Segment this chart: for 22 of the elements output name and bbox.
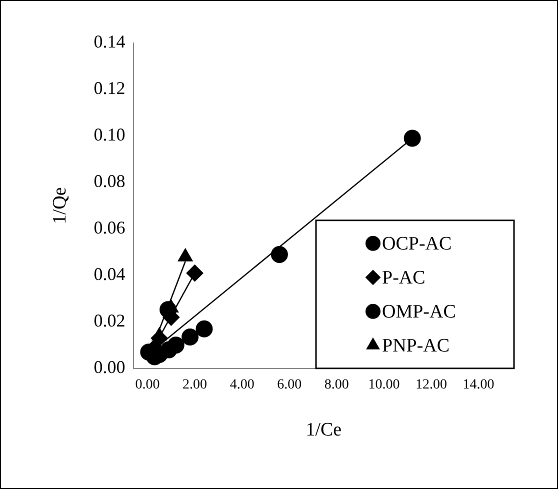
y-tick-label: 0.12: [94, 78, 126, 98]
y-axis-title: 1/Qe: [49, 187, 70, 224]
x-tick-label: 4.00: [230, 377, 254, 392]
x-tick-label: 0.00: [135, 377, 160, 392]
x-axis-title: 1/Ce: [306, 420, 342, 441]
x-tick-label: 10.00: [368, 377, 400, 392]
y-tick-label: 0.14: [94, 32, 126, 52]
legend-label: P-AC: [382, 267, 426, 288]
legend-label: PNP-AC: [382, 335, 450, 356]
x-tick-label: 6.00: [277, 377, 302, 392]
y-tick-label: 0.02: [94, 310, 126, 331]
y-tick-label: 0.06: [94, 218, 126, 238]
y-tick-label: 0.10: [94, 124, 126, 145]
y-tick-label: 0.00: [94, 357, 126, 378]
legend-label: OCP-AC: [382, 233, 452, 254]
legend-label: OMP-AC: [382, 301, 456, 322]
x-tick-label: 14.00: [462, 377, 494, 392]
x-tick-label: 2.00: [182, 377, 208, 392]
y-tick-label: 0.08: [94, 171, 126, 192]
x-tick-label: 8.00: [324, 377, 349, 392]
x-tick-label: 12.00: [415, 377, 447, 392]
y-tick-label: 0.04: [94, 264, 126, 284]
